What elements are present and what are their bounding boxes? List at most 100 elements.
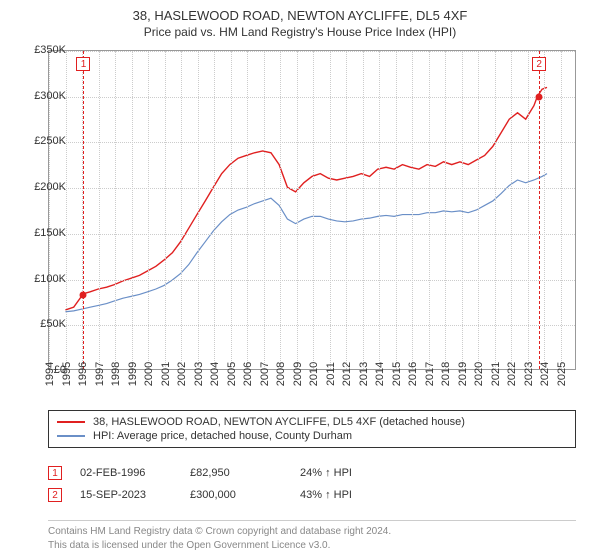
x-axis-label: 2006 xyxy=(242,362,254,386)
x-axis-label: 2013 xyxy=(358,362,370,386)
gridline-vertical xyxy=(462,51,463,369)
gridline-vertical xyxy=(280,51,281,369)
transaction-row: 1 02-FEB-1996£82,95024% ↑ HPI xyxy=(48,462,576,484)
marker-point xyxy=(536,93,543,100)
transaction-price: £82,950 xyxy=(190,467,300,479)
gridline-vertical xyxy=(231,51,232,369)
gridline-vertical xyxy=(165,51,166,369)
x-axis-label: 2015 xyxy=(391,362,403,386)
legend-item: HPI: Average price, detached house, Coun… xyxy=(57,429,567,443)
x-axis-label: 2005 xyxy=(226,362,238,386)
transaction-badge: 1 xyxy=(48,466,62,480)
gridline-vertical xyxy=(478,51,479,369)
gridline-vertical xyxy=(99,51,100,369)
gridline-vertical xyxy=(313,51,314,369)
footer-line-2: This data is licensed under the Open Gov… xyxy=(48,539,576,553)
plot-area: 12 xyxy=(48,50,576,370)
transaction-row: 215-SEP-2023£300,00043% ↑ HPI xyxy=(48,484,576,506)
gridline-vertical xyxy=(528,51,529,369)
marker-point xyxy=(80,292,87,299)
gridline-horizontal xyxy=(49,325,575,326)
series-line-hpi xyxy=(65,174,547,312)
y-axis-label: £100K xyxy=(22,273,66,285)
transactions-table: 1 02-FEB-1996£82,95024% ↑ HPI 215-SEP-2023… xyxy=(48,462,576,506)
gridline-vertical xyxy=(396,51,397,369)
gridline-vertical xyxy=(330,51,331,369)
title-block: 38, HASLEWOOD ROAD, NEWTON AYCLIFFE, DL5… xyxy=(0,0,600,39)
gridline-vertical xyxy=(412,51,413,369)
x-axis-label: 1995 xyxy=(61,362,73,386)
transaction-badge: 2 xyxy=(48,488,62,502)
gridline-horizontal xyxy=(49,142,575,143)
gridline-vertical xyxy=(445,51,446,369)
x-axis-label: 2001 xyxy=(160,362,172,386)
x-axis-label: 1998 xyxy=(110,362,122,386)
gridline-vertical xyxy=(561,51,562,369)
legend-label: 38, HASLEWOOD ROAD, NEWTON AYCLIFFE, DL5… xyxy=(93,416,465,428)
y-axis-label: £200K xyxy=(22,181,66,193)
chart-subtitle: Price paid vs. HM Land Registry's House … xyxy=(0,25,600,39)
series-line-price_paid xyxy=(65,87,547,310)
gridline-vertical xyxy=(148,51,149,369)
marker-badge: 2 xyxy=(532,57,546,71)
marker-vline xyxy=(83,51,84,369)
x-axis-label: 2009 xyxy=(292,362,304,386)
footer-attribution: Contains HM Land Registry data © Crown c… xyxy=(48,520,576,552)
x-axis-label: 1997 xyxy=(94,362,106,386)
x-axis-label: 2004 xyxy=(209,362,221,386)
x-axis-label: 2019 xyxy=(457,362,469,386)
gridline-vertical xyxy=(115,51,116,369)
x-axis-label: 2016 xyxy=(407,362,419,386)
marker-badge: 1 xyxy=(76,57,90,71)
x-axis-label: 2022 xyxy=(506,362,518,386)
gridline-vertical xyxy=(544,51,545,369)
gridline-vertical xyxy=(363,51,364,369)
x-axis-label: 2025 xyxy=(556,362,568,386)
x-axis-label: 1996 xyxy=(77,362,89,386)
x-axis-label: 2014 xyxy=(374,362,386,386)
x-axis-label: 2012 xyxy=(341,362,353,386)
y-axis-label: £350K xyxy=(22,44,66,56)
gridline-vertical xyxy=(247,51,248,369)
x-axis-label: 2000 xyxy=(143,362,155,386)
gridline-vertical xyxy=(511,51,512,369)
y-axis-label: £300K xyxy=(22,90,66,102)
x-axis-label: 2002 xyxy=(176,362,188,386)
transaction-price: £300,000 xyxy=(190,489,300,501)
footer-line-1: Contains HM Land Registry data © Crown c… xyxy=(48,525,576,539)
legend-swatch xyxy=(57,421,85,423)
gridline-vertical xyxy=(429,51,430,369)
gridline-horizontal xyxy=(49,234,575,235)
x-axis-label: 1999 xyxy=(127,362,139,386)
x-axis-label: 2007 xyxy=(259,362,271,386)
gridline-vertical xyxy=(198,51,199,369)
x-axis-label: 2003 xyxy=(193,362,205,386)
x-axis-label: 2008 xyxy=(275,362,287,386)
x-axis-label: 2020 xyxy=(473,362,485,386)
gridline-vertical xyxy=(495,51,496,369)
gridline-horizontal xyxy=(49,97,575,98)
y-axis-label: £150K xyxy=(22,227,66,239)
x-axis-label: 1994 xyxy=(44,362,56,386)
transaction-delta: 43% ↑ HPI xyxy=(300,489,410,501)
gridline-horizontal xyxy=(49,188,575,189)
legend-item: 38, HASLEWOOD ROAD, NEWTON AYCLIFFE, DL5… xyxy=(57,415,567,429)
y-axis-label: £250K xyxy=(22,135,66,147)
transaction-date: 02-FEB-1996 xyxy=(80,467,190,479)
legend-box: 38, HASLEWOOD ROAD, NEWTON AYCLIFFE, DL5… xyxy=(48,410,576,448)
gridline-horizontal xyxy=(49,280,575,281)
x-axis-label: 2021 xyxy=(490,362,502,386)
x-axis-label: 2024 xyxy=(539,362,551,386)
chart-title: 38, HASLEWOOD ROAD, NEWTON AYCLIFFE, DL5… xyxy=(0,8,600,23)
legend-label: HPI: Average price, detached house, Coun… xyxy=(93,430,352,442)
legend-swatch xyxy=(57,435,85,437)
chart-svg xyxy=(49,51,575,369)
gridline-vertical xyxy=(264,51,265,369)
gridline-vertical xyxy=(346,51,347,369)
gridline-horizontal xyxy=(49,51,575,52)
transaction-delta: 24% ↑ HPI xyxy=(300,467,410,479)
x-axis-label: 2018 xyxy=(440,362,452,386)
chart-container: 38, HASLEWOOD ROAD, NEWTON AYCLIFFE, DL5… xyxy=(0,0,600,560)
gridline-vertical xyxy=(132,51,133,369)
gridline-vertical xyxy=(181,51,182,369)
